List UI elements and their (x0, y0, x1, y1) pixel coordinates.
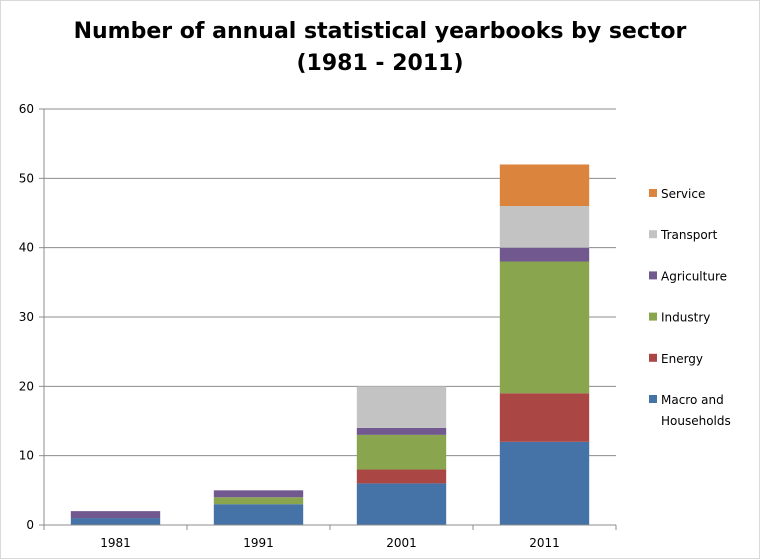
legend-label-transport: Transport (660, 228, 718, 242)
bar-1991-agriculture (213, 490, 304, 498)
chart-title: Number of annual statistical yearbooks b… (40, 16, 720, 80)
bar-2011-macro-and-households (499, 441, 590, 525)
y-tick-0: 0 (26, 518, 34, 532)
bar-2001-agriculture (356, 427, 447, 435)
bar-2011-energy (499, 393, 590, 442)
legend: Service Transport Agriculture Industry Energ… (649, 187, 731, 428)
legend-swatch-agriculture (649, 271, 657, 280)
legend-swatch-energy (649, 353, 657, 362)
legend-swatch-industry (649, 312, 657, 321)
legend-label-industry: Industry (661, 311, 710, 325)
bar-1981-agriculture (70, 511, 161, 519)
legend-label-energy: Energy (661, 352, 703, 366)
y-tick-60: 60 (19, 102, 34, 116)
bar-2001-industry (356, 434, 447, 470)
axes (39, 108, 617, 530)
bar-2011-industry (499, 261, 590, 394)
legend-label-line: Industry (661, 311, 710, 325)
legend-label-service: Service (661, 187, 705, 201)
legend-label-line: Energy (661, 352, 703, 366)
legend-label-agriculture: Agriculture (661, 269, 727, 283)
y-tick-labels: 0 10 20 30 40 50 60 (19, 102, 34, 532)
x-tick-1981: 1981 (100, 536, 131, 550)
bar-1981-macro-and-households (70, 518, 161, 525)
x-tick-1991: 1991 (243, 536, 274, 550)
legend-label-line: Macro and (661, 393, 724, 407)
bar-2001-energy (356, 469, 447, 484)
chart-title-line-2: (1981 - 2011) (296, 51, 464, 76)
bar-2011-service (499, 164, 590, 207)
legend-label-line: Transport (660, 228, 718, 242)
legend-label-macro-and-households: Macro and Households (661, 393, 731, 428)
legend-swatch-service (649, 189, 657, 197)
chart-title-line-1: Number of annual statistical yearbooks b… (73, 19, 687, 44)
bars (70, 164, 590, 525)
legend-swatch-transport (649, 230, 657, 239)
bar-2001-macro-and-households (356, 483, 447, 525)
bar-1991-industry (213, 497, 304, 505)
x-tick-2001: 2001 (386, 536, 417, 550)
legend-swatch-macro-and-households (649, 395, 657, 403)
y-tick-10: 10 (19, 449, 34, 463)
legend-label-line: Service (661, 187, 705, 201)
bar-2011-transport (499, 206, 590, 248)
y-tick-50: 50 (19, 171, 34, 185)
y-tick-20: 20 (19, 379, 34, 393)
bar-1991-macro-and-households (213, 504, 304, 525)
x-tick-2011: 2011 (529, 536, 560, 550)
legend-label-line: Households (661, 414, 731, 428)
bar-2001-transport (356, 386, 447, 428)
x-tick-labels: 1981 1991 2001 2011 (100, 536, 560, 550)
bar-2011-agriculture (499, 247, 590, 262)
y-tick-40: 40 (19, 241, 34, 255)
legend-label-line: Agriculture (661, 269, 727, 283)
y-tick-30: 30 (19, 310, 34, 324)
